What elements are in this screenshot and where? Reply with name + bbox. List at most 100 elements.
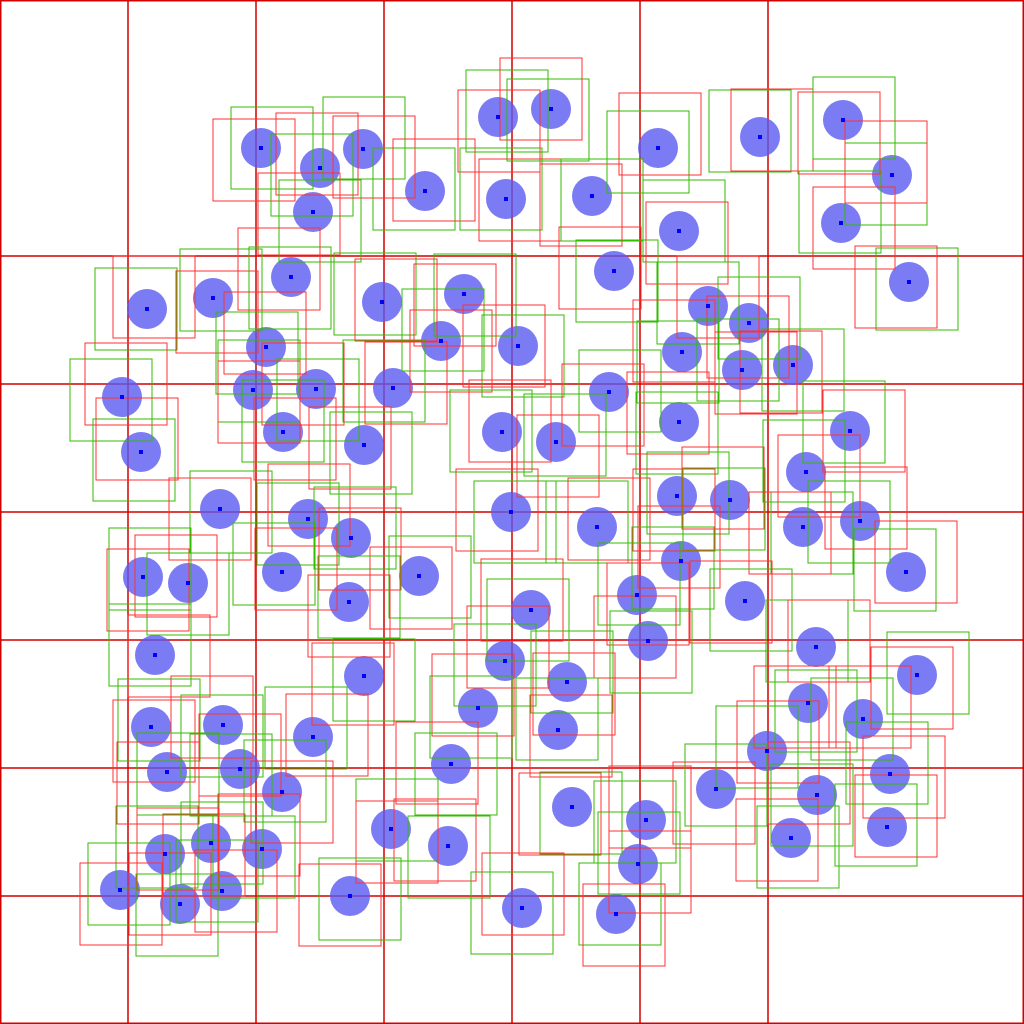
red-bounding-box — [409, 309, 493, 393]
center-marker — [163, 852, 167, 856]
green-bounding-box — [276, 358, 360, 442]
center-marker — [280, 790, 284, 794]
green-bounding-box — [875, 247, 959, 331]
red-bounding-box — [748, 491, 832, 575]
red-bounding-box — [797, 91, 881, 175]
center-marker — [348, 894, 352, 898]
red-bounding-box — [854, 245, 938, 329]
center-marker — [218, 507, 222, 511]
red-bounding-box — [364, 341, 448, 425]
green-bounding-box — [212, 815, 296, 899]
green-bounding-box — [318, 857, 402, 941]
green-bounding-box — [606, 110, 690, 194]
red-bounding-box — [672, 761, 756, 845]
center-marker — [503, 659, 507, 663]
green-bounding-box — [108, 603, 192, 687]
center-marker — [858, 519, 862, 523]
red-bounding-box — [518, 772, 602, 856]
center-marker — [362, 674, 366, 678]
center-marker — [251, 388, 255, 392]
green-bounding-box — [333, 252, 417, 336]
green-bounding-box — [597, 542, 681, 626]
red-bounding-box — [261, 342, 345, 426]
center-marker — [264, 345, 268, 349]
center-marker — [449, 762, 453, 766]
center-marker — [509, 510, 513, 514]
center-marker — [644, 818, 648, 822]
red-bounding-box — [608, 830, 692, 914]
green-bounding-box — [609, 610, 693, 694]
green-bounding-box — [845, 721, 929, 805]
red-bounding-box — [431, 653, 515, 737]
center-marker — [281, 430, 285, 434]
red-bounding-box — [253, 397, 337, 481]
green-bounding-box — [798, 170, 882, 254]
center-marker — [677, 229, 681, 233]
green-bounding-box — [264, 686, 348, 770]
center-marker — [841, 118, 845, 122]
red-bounding-box — [307, 574, 391, 658]
center-marker — [907, 280, 911, 284]
red-bounding-box — [237, 227, 321, 311]
center-marker — [529, 608, 533, 612]
green-bounding-box — [646, 451, 730, 535]
center-marker — [349, 536, 353, 540]
green-bounding-box — [774, 669, 858, 753]
green-bounding-box — [256, 482, 340, 566]
red-bounding-box — [127, 614, 211, 698]
red-bounding-box — [170, 675, 254, 759]
center-marker — [815, 793, 819, 797]
center-marker — [791, 363, 795, 367]
red-bounding-box — [466, 605, 550, 689]
red-bounding-box — [134, 534, 218, 618]
center-marker — [118, 888, 122, 892]
center-marker — [814, 645, 818, 649]
green-bounding-box — [407, 815, 491, 899]
center-marker — [590, 194, 594, 198]
red-bounding-box — [462, 304, 546, 388]
red-bounding-box — [267, 463, 351, 547]
center-marker — [646, 639, 650, 643]
red-bounding-box — [828, 665, 912, 749]
center-marker — [801, 525, 805, 529]
center-marker — [612, 269, 616, 273]
red-bounding-box — [254, 527, 338, 611]
center-marker — [362, 443, 366, 447]
center-marker — [549, 107, 553, 111]
green-bounding-box — [515, 677, 599, 761]
green-bounding-box — [459, 147, 543, 231]
green-bounding-box — [682, 467, 766, 551]
green-bounding-box — [812, 76, 896, 160]
center-marker — [311, 210, 315, 214]
center-marker — [389, 827, 393, 831]
green-bounding-box — [135, 873, 219, 957]
center-marker — [391, 386, 395, 390]
center-marker — [260, 847, 264, 851]
red-bounding-box — [355, 800, 439, 884]
red-bounding-box — [812, 186, 896, 270]
center-marker — [423, 189, 427, 193]
green-bounding-box — [486, 578, 570, 662]
red-bounding-box — [95, 397, 179, 481]
green-bounding-box — [539, 771, 623, 855]
red-bounding-box — [532, 652, 616, 736]
center-layer — [118, 107, 919, 916]
red-bounding-box — [106, 548, 190, 632]
center-marker — [314, 387, 318, 391]
red-bounding-box — [217, 793, 301, 877]
center-marker — [178, 902, 182, 906]
center-marker — [145, 307, 149, 311]
center-marker — [904, 570, 908, 574]
red-bounding-box — [79, 862, 163, 946]
center-marker — [289, 275, 293, 279]
green-bounding-box — [429, 675, 513, 759]
center-marker — [446, 844, 450, 848]
green-bounding-box — [449, 389, 533, 473]
red-bounding-box — [285, 693, 369, 777]
red-bounding-box — [354, 258, 438, 342]
green-bounding-box — [248, 246, 332, 330]
red-bounding-box — [112, 699, 196, 783]
red-bounding-box — [223, 291, 307, 375]
center-marker — [259, 146, 263, 150]
